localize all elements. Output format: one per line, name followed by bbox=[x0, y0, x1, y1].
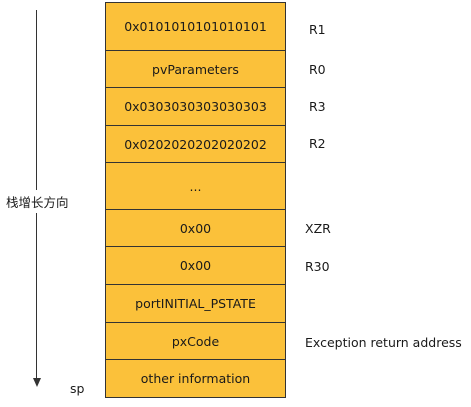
stack-cell-r3: 0x0303030303030303 bbox=[106, 87, 285, 125]
stack-cell-xzr: 0x00 bbox=[106, 209, 285, 246]
stack-cell-r1: 0x0101010101010101 bbox=[106, 3, 285, 50]
stack-pointer-label: sp bbox=[70, 381, 85, 396]
stack-cell-pstate: portINITIAL_PSTATE bbox=[106, 284, 285, 322]
stack-cell-r30: 0x00 bbox=[106, 246, 285, 284]
register-label-r3: R3 bbox=[309, 99, 326, 114]
register-label-r0: R0 bbox=[309, 62, 326, 77]
exception-return-address-label: Exception return address bbox=[305, 335, 462, 350]
register-label-r2: R2 bbox=[309, 136, 326, 151]
stack-growth-label: 栈增长方向 bbox=[6, 190, 69, 213]
stack-cell-pxcode: pxCode bbox=[106, 322, 285, 359]
register-label-xzr: XZR bbox=[305, 221, 331, 236]
stack-cell-ellipsis: ... bbox=[106, 162, 285, 209]
stack-cell-r2: 0x0202020202020202 bbox=[106, 125, 285, 162]
stack-cell-other-info: other information bbox=[106, 359, 285, 397]
stack-growth-arrow-head bbox=[33, 378, 41, 387]
stack-cell-r0: pvParameters bbox=[106, 50, 285, 87]
register-label-r1: R1 bbox=[309, 22, 326, 37]
stack-frame: 0x0101010101010101 pvParameters 0x030303… bbox=[105, 2, 286, 398]
register-label-r30: R30 bbox=[305, 259, 330, 274]
